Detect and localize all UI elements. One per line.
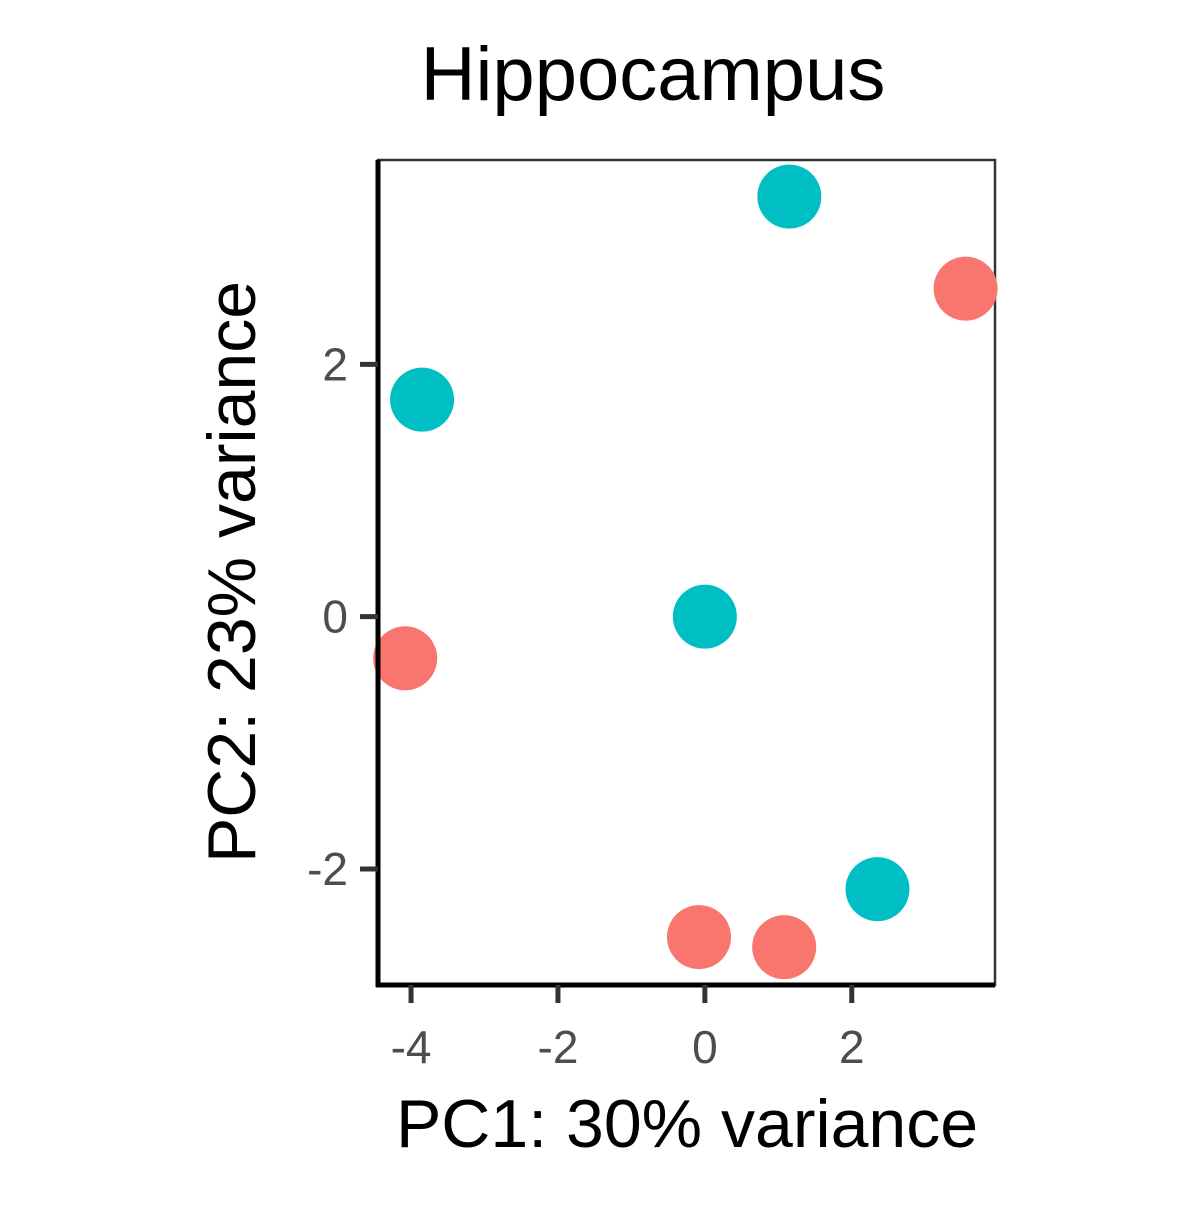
plot-area: -4 -2 0 2 -2 0 2 [307,158,998,1073]
data-point-s0-1 [666,905,731,970]
data-point-s0-3 [933,256,998,321]
y-tick-label-2: 2 [322,338,348,390]
y-tick-label-1: 0 [322,591,348,643]
data-point-s0-2 [752,915,817,980]
x-tick-label-0: -4 [391,1021,432,1073]
y-axis-title: PC2: 23% variance [194,281,270,863]
x-tick-label-1: -2 [538,1021,579,1073]
x-tick-label-3: 2 [839,1021,865,1073]
data-point-s1-1 [672,584,737,649]
x-tick-label-2: 0 [692,1021,718,1073]
chart-title: Hippocampus [421,32,886,117]
data-point-s1-3 [845,857,910,922]
y-tick-label-0: -2 [307,843,348,895]
x-axis-title: PC1: 30% variance [396,1086,978,1162]
data-point-s0-0 [373,626,438,691]
data-point-s1-0 [390,367,455,432]
data-point-s1-2 [757,164,822,229]
